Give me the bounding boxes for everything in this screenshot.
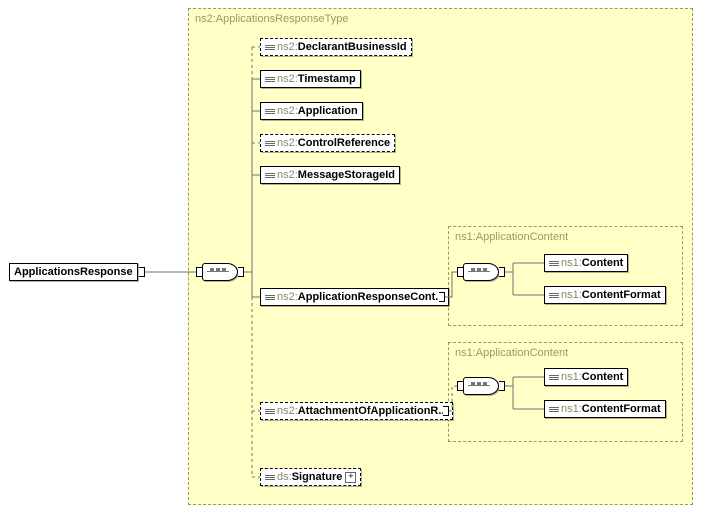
child-6-name: AttachmentOfApplicationR... [298, 405, 448, 417]
sub2-child-1-ns: ns1: [561, 403, 582, 415]
sub2-child-0[interactable]: ns1:Content [544, 368, 628, 386]
child-7[interactable]: ds:Signature+ [260, 468, 361, 486]
lines-icon [549, 374, 559, 381]
sub1-child-1[interactable]: ns1:ContentFormat [544, 286, 666, 304]
lines-icon [265, 140, 275, 147]
seq-sub1-rstub [499, 267, 505, 277]
lines-icon [265, 474, 275, 481]
child-2[interactable]: ns2:Application [260, 102, 363, 120]
root-node[interactable]: ApplicationsResponse [9, 263, 138, 281]
child-0-name: DeclarantBusinessId [298, 41, 407, 53]
lines-icon [265, 294, 275, 301]
child-5-ns: ns2: [277, 291, 298, 303]
child-6-ns: ns2: [277, 405, 298, 417]
child-2-ns: ns2: [277, 105, 298, 117]
child-7-ns: ds: [277, 471, 292, 483]
seq-sub2-rstub [499, 381, 505, 391]
seq-main [202, 263, 238, 281]
sub-container-1-label: ns1:ApplicationContent [455, 231, 568, 243]
sub1-child-0-ns: ns1: [561, 257, 582, 269]
root-node-name: ApplicationsResponse [14, 266, 133, 278]
child-7-name: Signature [292, 471, 343, 483]
child-3[interactable]: ns2:ControlReference [260, 134, 395, 152]
sub2-child-0-ns: ns1: [561, 371, 582, 383]
lines-icon [549, 292, 559, 299]
seq-sub2 [463, 377, 499, 395]
seq-sub1 [463, 263, 499, 281]
child-5-stub [439, 292, 445, 302]
sub1-child-1-ns: ns1: [561, 289, 582, 301]
child-2-name: Application [298, 105, 358, 117]
child-3-name: ControlReference [298, 137, 390, 149]
sub1-child-1-name: ContentFormat [582, 289, 661, 301]
child-6[interactable]: ns2:AttachmentOfApplicationR... [260, 402, 453, 420]
child-4-name: MessageStorageId [298, 169, 395, 181]
lines-icon [265, 76, 275, 83]
lines-icon [549, 260, 559, 267]
seq-main-rstub [238, 267, 244, 277]
child-1-ns: ns2: [277, 73, 298, 85]
child-5[interactable]: ns2:ApplicationResponseCont... [260, 288, 449, 306]
sub2-child-1[interactable]: ns1:ContentFormat [544, 400, 666, 418]
sub-container-2-label: ns1:ApplicationContent [455, 347, 568, 359]
child-0[interactable]: ns2:DeclarantBusinessId [260, 38, 412, 56]
child-3-ns: ns2: [277, 137, 298, 149]
child-4[interactable]: ns2:MessageStorageId [260, 166, 400, 184]
expand-icon[interactable]: + [345, 472, 356, 483]
sub1-child-0-name: Content [582, 257, 624, 269]
lines-icon [265, 44, 275, 51]
child-4-ns: ns2: [277, 169, 298, 181]
child-6-stub [443, 406, 449, 416]
lines-icon [265, 408, 275, 415]
sub1-child-0[interactable]: ns1:Content [544, 254, 628, 272]
sub2-child-0-name: Content [582, 371, 624, 383]
lines-icon [549, 406, 559, 413]
main-container-label: ns2:ApplicationsResponseType [195, 13, 348, 25]
child-0-ns: ns2: [277, 41, 298, 53]
child-1-name: Timestamp [298, 73, 356, 85]
lines-icon [265, 108, 275, 115]
root-stub [139, 267, 145, 277]
lines-icon [265, 172, 275, 179]
sub2-child-1-name: ContentFormat [582, 403, 661, 415]
child-5-name: ApplicationResponseCont... [298, 291, 445, 303]
child-1[interactable]: ns2:Timestamp [260, 70, 361, 88]
